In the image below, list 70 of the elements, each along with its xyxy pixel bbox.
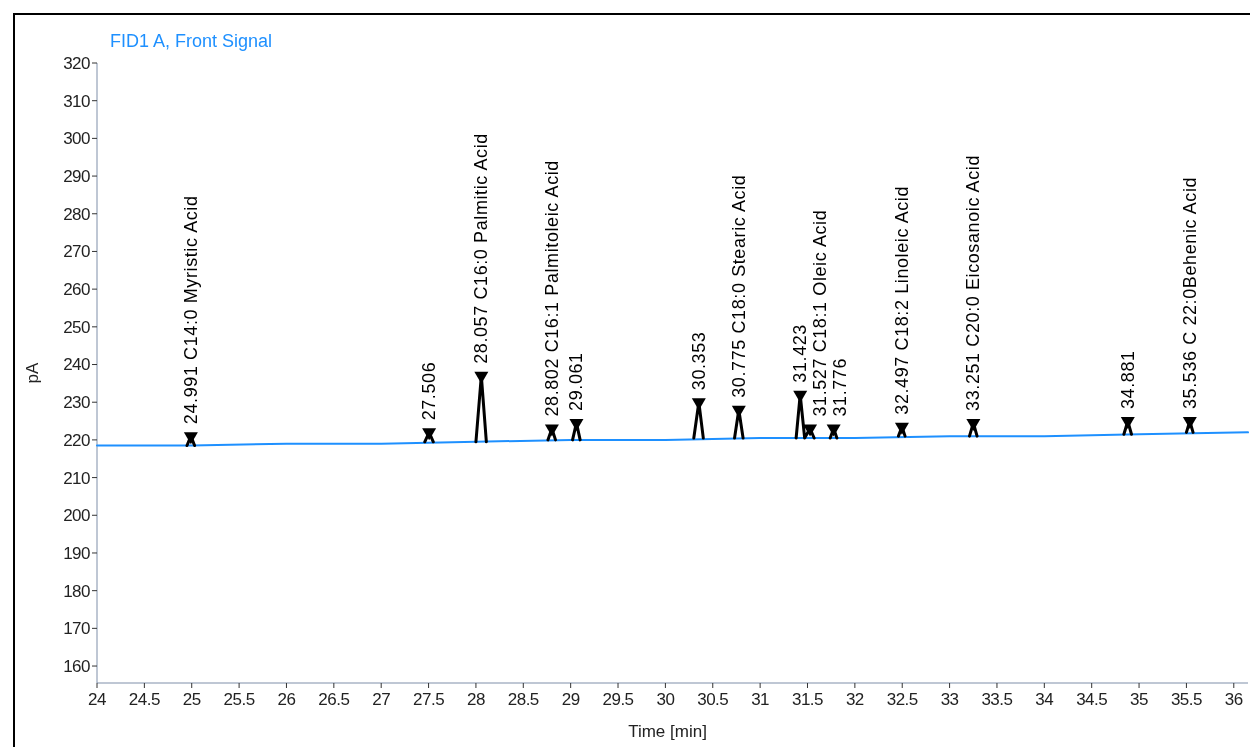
x-tick-label: 26.5 — [318, 690, 350, 709]
point — [183, 432, 198, 445]
point — [1182, 417, 1197, 430]
y-tick-label: 270 — [63, 242, 91, 262]
x-tick-label: 33 — [940, 690, 959, 709]
x-tick-label: 29 — [561, 690, 580, 709]
x-tick-label: 34.5 — [1076, 690, 1108, 709]
x-tick-label: 24 — [88, 690, 106, 709]
point — [1120, 417, 1135, 430]
y-axis-title: pA — [23, 361, 42, 384]
x-tick-label: 32.5 — [886, 690, 918, 709]
x-tick-label: 29.5 — [602, 690, 634, 709]
y-tick-label: 310 — [63, 91, 91, 111]
y-tick-label: 250 — [63, 317, 91, 337]
annotation: 30.775 C18:0 Stearic Acid — [728, 174, 749, 398]
annotation: 24.991 C14:0 Myristic Acid — [180, 195, 201, 425]
point — [803, 424, 818, 437]
y-tick-label: 200 — [63, 506, 91, 526]
annotation: 31.776 — [830, 357, 851, 417]
line-series — [96, 431, 1249, 447]
y-tick-label: 230 — [63, 393, 91, 413]
x-tick-label: 34 — [1035, 690, 1054, 709]
point — [422, 428, 437, 441]
x-tick-label: 36 — [1224, 690, 1243, 709]
y-tick-label: 300 — [63, 129, 91, 149]
annotation: 32.497 C18:2 Linoleic Acid — [891, 185, 912, 415]
chart-title: FID1 A, Front Signal — [110, 31, 273, 51]
point — [569, 418, 584, 431]
x-tick-label: 26 — [277, 690, 296, 709]
annotation: 33.251 C20:0 Eicosanoic Acid — [963, 154, 984, 411]
x-tick-label: 33.5 — [981, 690, 1013, 709]
x-tick-label: 25 — [182, 690, 201, 709]
annotation: 31.423 — [790, 324, 811, 383]
y-tick-label: 320 — [63, 53, 91, 73]
point — [966, 418, 981, 431]
y-tick-label: 190 — [63, 543, 91, 563]
annotation: 34.881 — [1117, 350, 1138, 410]
x-tick-label: 32 — [845, 690, 864, 709]
y-tick-label: 280 — [63, 204, 91, 224]
point — [544, 424, 559, 437]
annotation: 30.353 — [688, 331, 709, 391]
x-tick-label: 31 — [751, 690, 770, 709]
point — [894, 422, 909, 435]
x-tick-label: 28 — [466, 690, 485, 709]
x-tick-label: 31.5 — [791, 690, 824, 709]
y-tick-label: 290 — [63, 167, 91, 187]
y-tick-label: 260 — [63, 280, 91, 300]
y-tick-label: 170 — [63, 619, 91, 639]
annotation: 28.057 C16:0 Palmitic Acid — [471, 133, 492, 364]
annotation: 29.061 — [566, 352, 587, 411]
y-tick-label: 240 — [63, 355, 91, 375]
x-axis-title: Time [min] — [628, 722, 707, 741]
x-tick-label: 24.5 — [128, 690, 160, 709]
x-tick-label: 27.5 — [413, 690, 445, 709]
x-tick-label: 35.5 — [1170, 690, 1203, 709]
y-tick-label: 160 — [63, 656, 91, 676]
x-tick-label: 30.5 — [697, 690, 729, 709]
annotation: 31.527 C18:1 Oleic Acid — [810, 209, 831, 417]
y-tick-label: 180 — [63, 581, 91, 601]
y-tick-label: 210 — [63, 468, 91, 488]
y-tick-label: 220 — [63, 430, 91, 450]
annotation: 27.506 — [419, 361, 440, 421]
x-tick-label: 35 — [1130, 690, 1149, 709]
annotation: 35.536 C 22:0Behenic Acid — [1179, 176, 1200, 410]
x-tick-label: 25.5 — [223, 690, 255, 709]
x-tick-label: 27 — [372, 690, 391, 709]
annotation: 28.802 C16:1 Palmitoleic Acid — [541, 160, 562, 417]
x-tick-label: 28.5 — [507, 690, 539, 709]
x-tick-label: 30 — [656, 690, 675, 709]
point — [826, 424, 841, 437]
